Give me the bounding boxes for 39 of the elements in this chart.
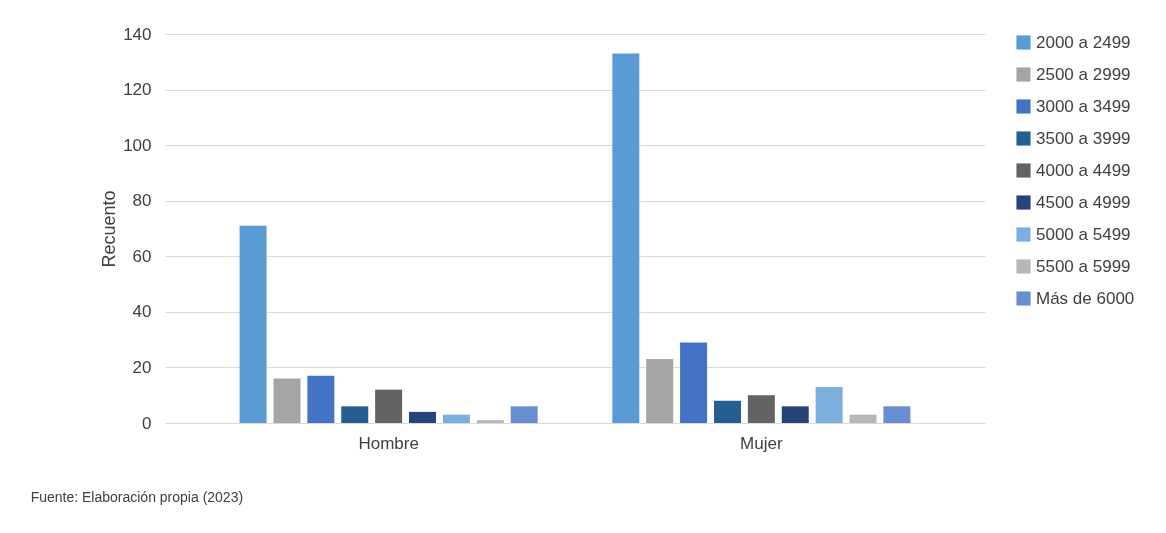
y-tick-label: 140 — [123, 24, 152, 44]
legend-label: 5000 a 5499 — [1036, 224, 1131, 244]
y-tick-label: 0 — [142, 413, 152, 433]
bar — [476, 420, 504, 423]
y-tick-label: 120 — [123, 80, 152, 100]
y-tick-label: 80 — [132, 191, 152, 211]
legend-label: 2500 a 2999 — [1036, 64, 1131, 84]
source-note: Fuente: Elaboración propia (2023) — [30, 489, 244, 505]
bar — [646, 359, 674, 423]
legend-label: 4500 a 4999 — [1036, 192, 1131, 212]
bar — [781, 406, 809, 423]
bar — [680, 342, 708, 423]
x-tick-label: Hombre — [358, 433, 419, 453]
bar — [883, 406, 911, 423]
legend-label: 3500 a 3999 — [1036, 128, 1131, 148]
bar — [442, 414, 470, 423]
bar — [375, 389, 403, 423]
legend-label: 2000 a 2499 — [1036, 32, 1131, 52]
bar — [341, 406, 369, 423]
bar — [713, 400, 741, 423]
bar — [612, 53, 640, 423]
bar — [273, 378, 301, 423]
bar — [409, 411, 437, 423]
y-tick-label: 20 — [132, 357, 152, 377]
bar — [815, 386, 843, 423]
legend-label: 3000 a 3499 — [1036, 96, 1131, 116]
y-tick-label: 100 — [123, 135, 152, 155]
legend-label: Más de 6000 — [1036, 288, 1135, 308]
bar — [307, 375, 335, 423]
y-tick-label: 40 — [132, 302, 152, 322]
y-axis-title: Recuento — [99, 190, 120, 268]
x-tick-label: Mujer — [740, 433, 783, 453]
bar — [239, 225, 267, 423]
bar — [510, 406, 538, 423]
legend-label: 4000 a 4499 — [1036, 160, 1131, 180]
bar — [849, 414, 877, 423]
legend-label: 5500 a 5999 — [1036, 256, 1131, 276]
y-tick-label: 60 — [132, 246, 152, 266]
bar — [747, 395, 775, 423]
